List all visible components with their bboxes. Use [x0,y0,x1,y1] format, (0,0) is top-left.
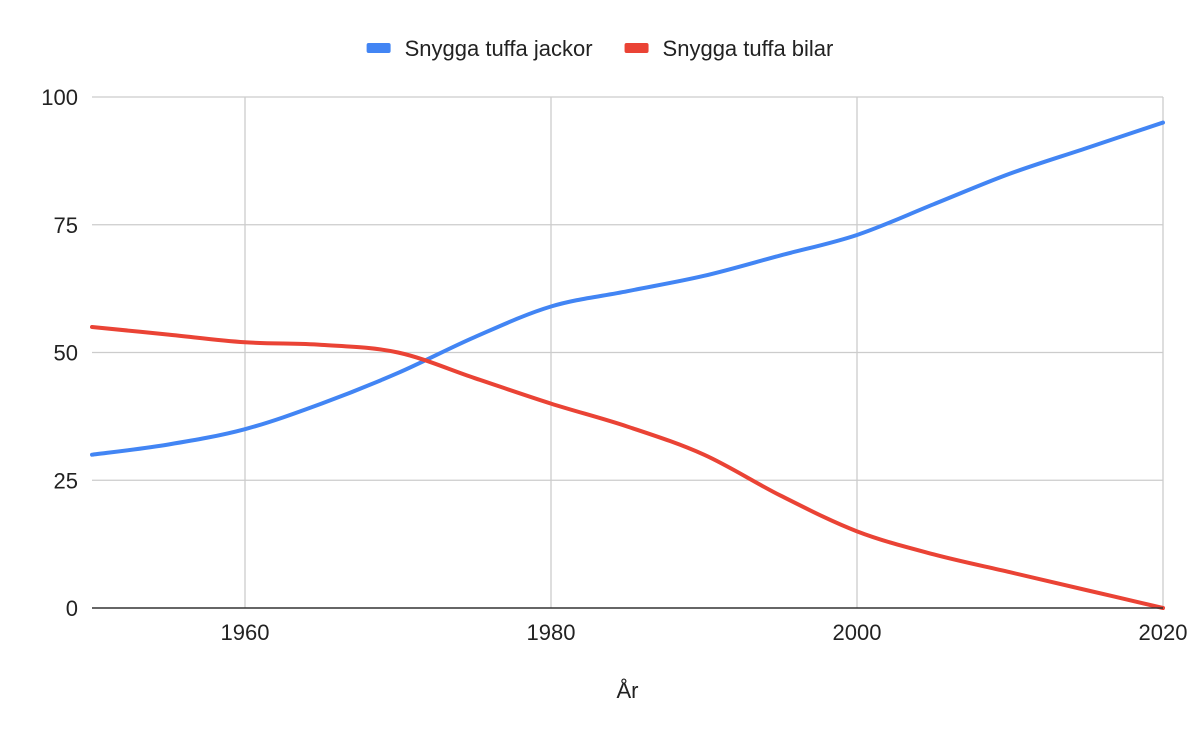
series-line-2 [90,324,1165,610]
legend-swatch [624,43,649,53]
legend-item-1: Snygga tuffa jackor [366,36,593,61]
y-tick-label: 75 [54,213,78,238]
legend-item-2: Snygga tuffa bilar [624,36,834,61]
y-tick-label: 100 [41,85,78,110]
legend-swatch [366,43,391,53]
legend-label: Snygga tuffa bilar [663,36,834,61]
y-tick-label: 50 [54,341,78,366]
grid [92,96,1164,608]
x-tick-label: 2000 [833,620,882,645]
x-tick-label: 1980 [527,620,576,645]
legend: Snygga tuffa jackor Snygga tuffa bilar [366,36,834,61]
series-line-1 [90,120,1165,457]
x-axis-title: År [617,678,639,703]
x-tick-label: 2020 [1139,620,1188,645]
axes: 0 25 50 75 100 1960 1980 2000 2020 [41,85,1187,645]
y-tick-label: 0 [66,596,78,621]
x-tick-label: 1960 [221,620,270,645]
y-tick-label: 25 [54,468,78,493]
legend-label: Snygga tuffa jackor [405,36,593,61]
series-lines [90,120,1165,610]
